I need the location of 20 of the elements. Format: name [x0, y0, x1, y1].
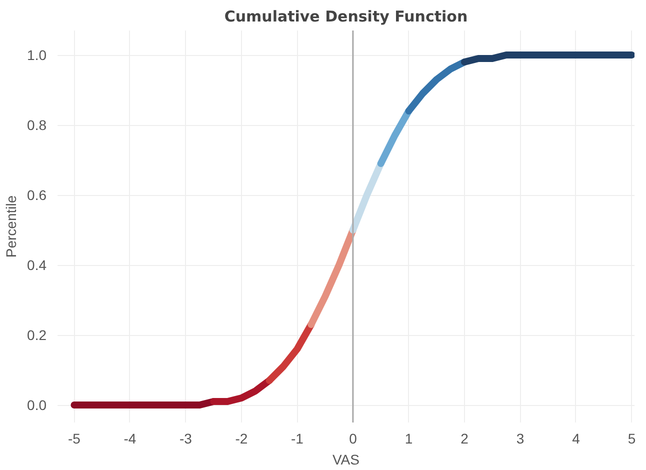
- x-tick-label: 4: [572, 430, 580, 446]
- x-tick-label: -3: [180, 430, 192, 446]
- y-tick-label: 0.8: [27, 117, 47, 133]
- y-tick-label: 1.0: [27, 47, 47, 63]
- x-tick-label: 1: [404, 430, 413, 446]
- x-tick-label: -4: [124, 430, 136, 446]
- y-tick-label: 0.6: [27, 187, 47, 203]
- x-tick-label: 2: [460, 430, 469, 446]
- x-axis-title: VAS: [332, 452, 360, 468]
- x-tick-label: -1: [290, 430, 304, 446]
- y-tick-label: 0.4: [27, 257, 47, 273]
- x-tick-label: 3: [516, 430, 524, 446]
- y-tick-label: 0.2: [27, 327, 47, 343]
- y-tick-label: 0.0: [27, 397, 47, 413]
- chart-title: Cumulative Density Function: [224, 8, 468, 26]
- x-tick-label: -5: [68, 430, 81, 446]
- x-tick-label: -2: [235, 430, 248, 446]
- x-tick-label: 5: [628, 430, 636, 446]
- y-axis-title: Percentile: [3, 195, 20, 258]
- x-tick-label: 0: [349, 430, 358, 446]
